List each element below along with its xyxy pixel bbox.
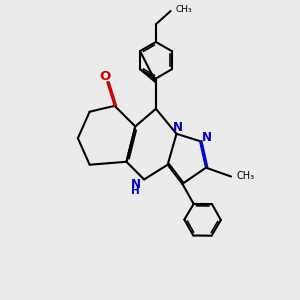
Text: N: N xyxy=(173,122,183,134)
Text: H: H xyxy=(131,186,140,196)
Text: CH₃: CH₃ xyxy=(236,171,254,181)
Text: N: N xyxy=(131,178,141,191)
Text: O: O xyxy=(99,70,111,83)
Text: N: N xyxy=(202,131,212,144)
Text: CH₃: CH₃ xyxy=(176,5,193,14)
